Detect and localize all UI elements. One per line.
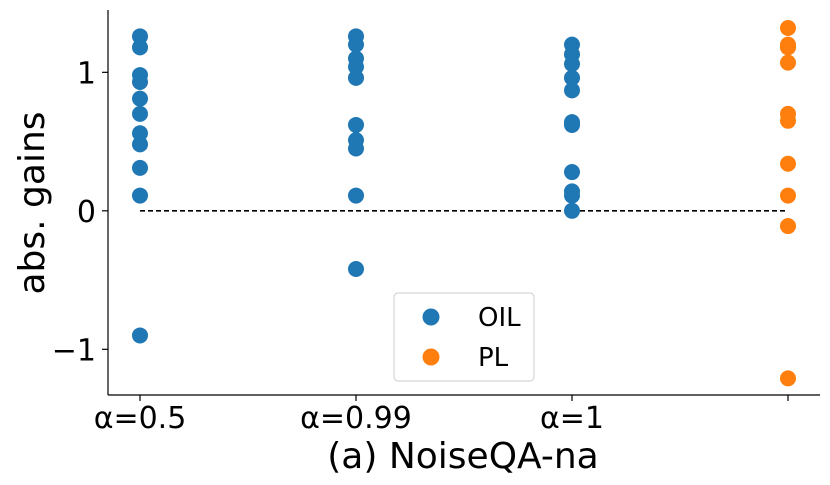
scatter-point-pl — [780, 187, 796, 204]
scatter-point-oil — [348, 58, 364, 75]
scatter-point-pl — [780, 39, 796, 56]
legend-label-oil: OIL — [478, 303, 521, 333]
scatter-point-oil — [564, 187, 580, 204]
x-ticks: α=0.5 α=0.99 α=1 — [94, 395, 789, 436]
scatter-point-oil — [132, 28, 148, 45]
scatter-point-pl — [780, 218, 796, 235]
scatter-point-oil — [564, 116, 580, 133]
scatter-point-pl — [780, 112, 796, 129]
scatter-point-oil — [564, 82, 580, 99]
data-points — [132, 20, 796, 387]
scatter-point-oil — [132, 90, 148, 107]
x-axis-label: (a) NoiseQA-na — [327, 436, 599, 477]
scatter-point-oil — [132, 74, 148, 91]
legend-marker-pl — [422, 348, 440, 366]
scatter-point-pl — [780, 155, 796, 172]
scatter-point-oil — [348, 140, 364, 157]
y-tick-label: −1 — [52, 333, 96, 368]
y-axis-label: abs. gains — [12, 111, 53, 294]
legend-marker-oil — [422, 308, 440, 326]
scatter-point-oil — [348, 36, 364, 53]
scatter-point-pl — [780, 20, 796, 37]
legend: OIL PL — [393, 292, 535, 382]
scatter-point-oil — [564, 69, 580, 86]
y-ticks: −1 0 1 — [52, 56, 108, 368]
x-tick-label: α=1 — [540, 401, 604, 436]
legend-label-pl: PL — [478, 343, 509, 373]
x-tick-label: α=0.5 — [94, 401, 187, 436]
scatter-point-oil — [132, 105, 148, 122]
scatter-point-oil — [348, 187, 364, 204]
x-tick-label: α=0.99 — [300, 401, 412, 436]
scatter-point-oil — [564, 164, 580, 181]
scatter-point-oil — [132, 39, 148, 56]
scatter-point-oil — [348, 260, 364, 277]
scatter-point-oil — [564, 56, 580, 73]
scatter-point-oil — [564, 202, 580, 219]
scatter-point-oil — [132, 136, 148, 153]
scatter-point-oil — [132, 187, 148, 204]
scatter-point-oil — [348, 116, 364, 133]
scatter-point-oil — [132, 125, 148, 142]
y-tick-label: 1 — [77, 56, 96, 91]
y-tick-label: 0 — [77, 195, 96, 230]
scatter-point-oil — [132, 159, 148, 176]
scatter-point-pl — [780, 370, 796, 387]
scatter-point-oil — [132, 327, 148, 344]
scatter-point-oil — [348, 69, 364, 86]
scatter-point-pl — [780, 54, 796, 71]
